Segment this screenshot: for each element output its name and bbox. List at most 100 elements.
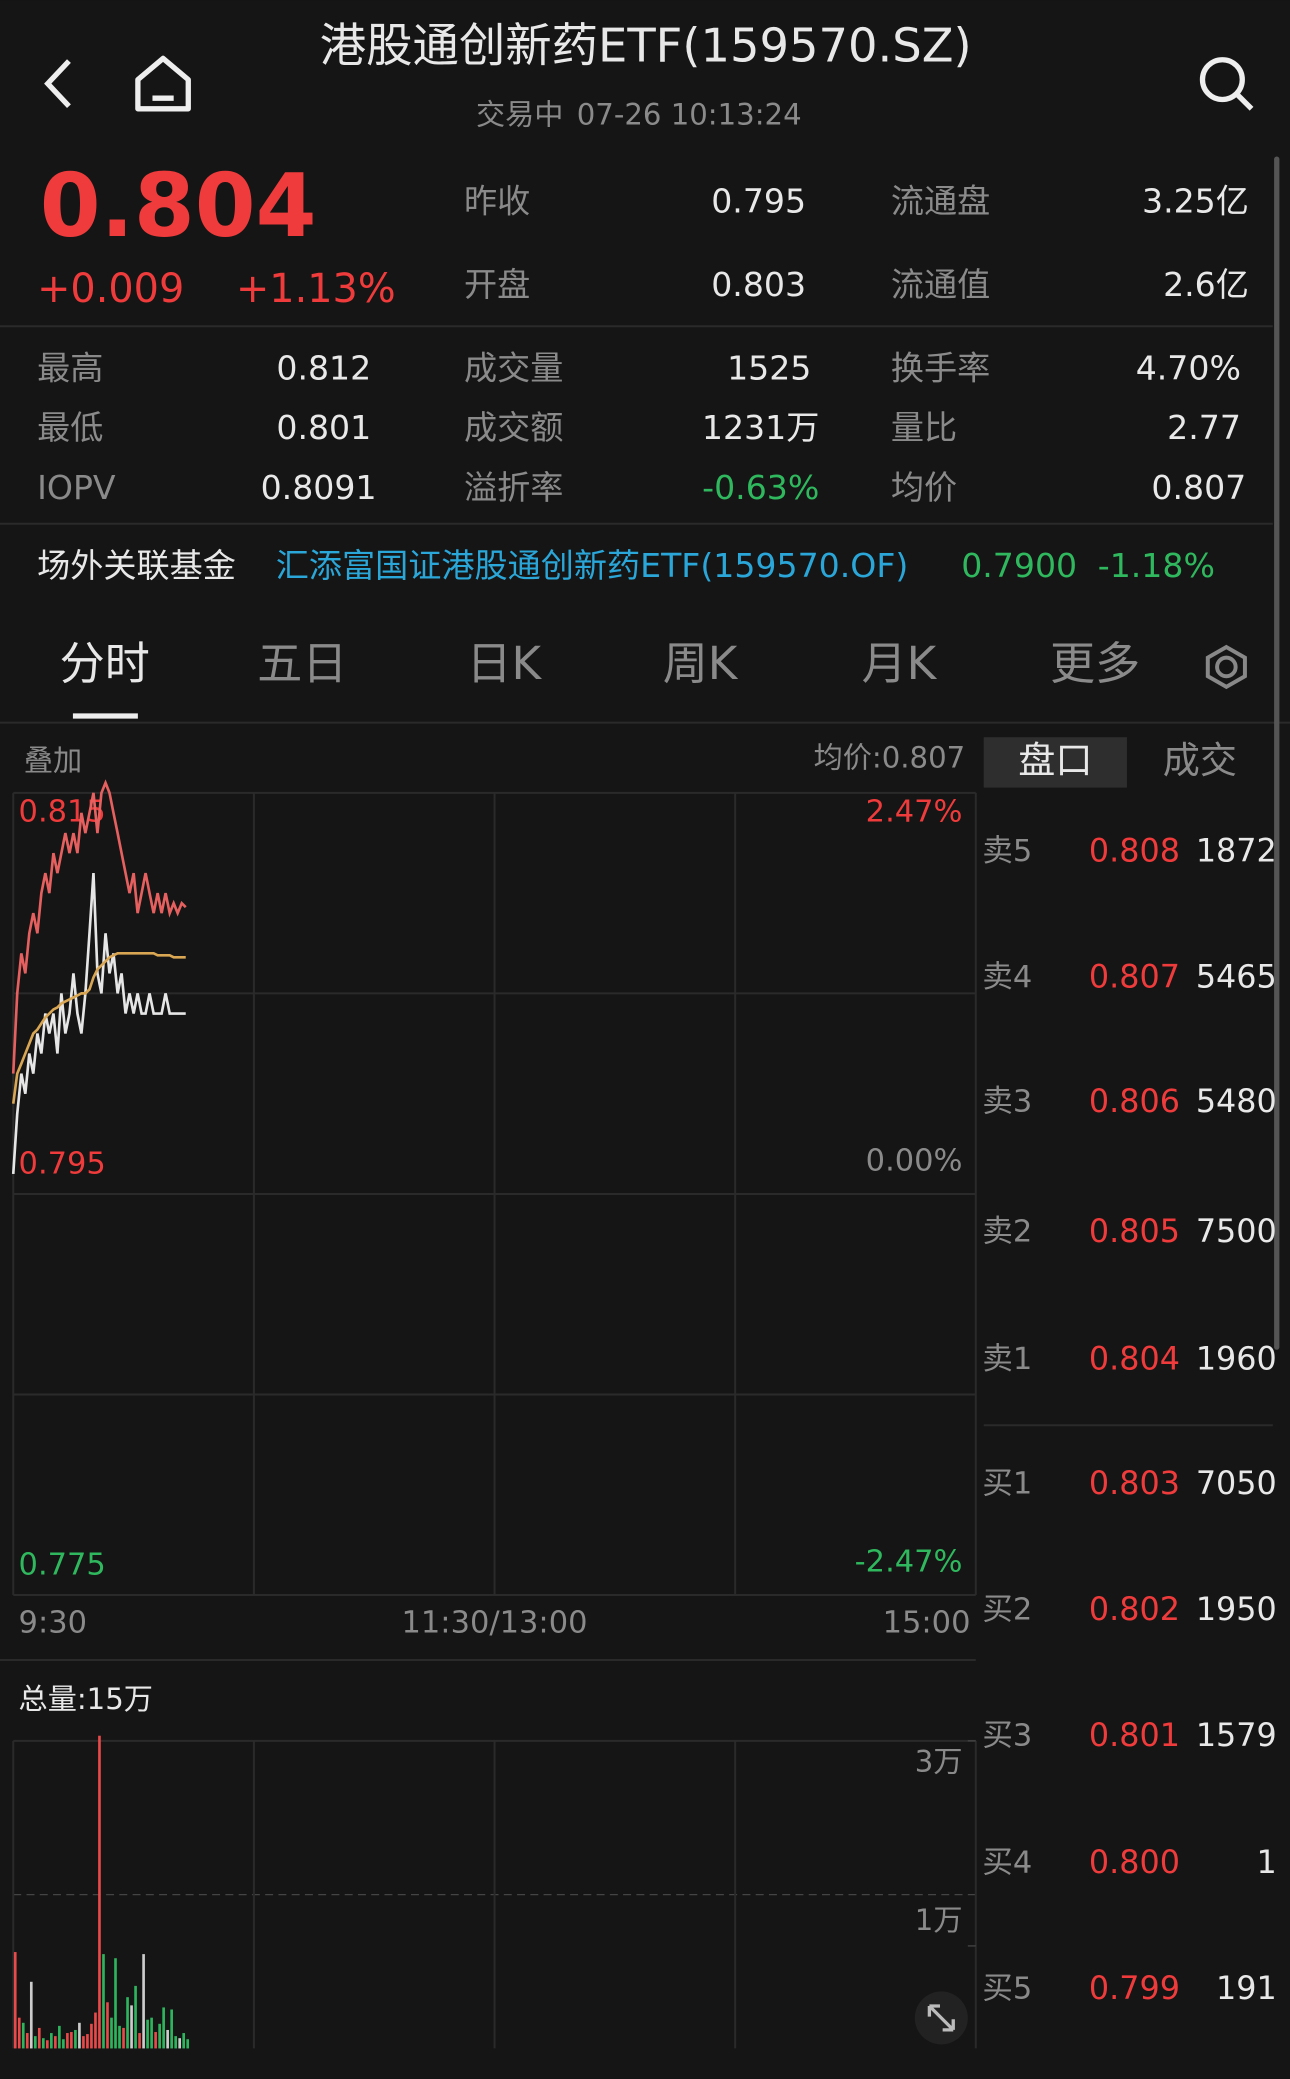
order-tab[interactable]: 成交: [1163, 739, 1237, 782]
tab-bg: [983, 737, 1127, 788]
stat-label: 开盘: [464, 265, 530, 304]
stat-value: -0.63%: [702, 468, 819, 507]
level-qty: 5465: [1196, 958, 1277, 996]
fund-label: 场外关联基金: [37, 546, 236, 585]
x-tick-label: 15:00: [883, 1606, 971, 1641]
stat-label: 溢折率: [464, 468, 563, 507]
expand-icon: [927, 2004, 955, 2032]
change-pct: +1.13%: [236, 266, 396, 312]
order-tab[interactable]: 盘口: [1018, 739, 1092, 782]
price-line: [11, 951, 186, 1104]
overlay-button[interactable]: 叠加: [24, 743, 82, 777]
stat-label: 最低: [37, 408, 103, 447]
level-qty: 1: [1257, 1843, 1277, 1881]
volume-bar: [174, 2036, 177, 2049]
stat-label: 换手率: [891, 348, 990, 387]
settings-button[interactable]: [1215, 655, 1238, 679]
datetime: 07-26 10:13:24: [577, 98, 802, 132]
volume-bar: [29, 1981, 33, 2049]
level-price: 0.806: [1089, 1082, 1180, 1120]
volume-bar: [114, 1958, 117, 2049]
scrollbar: [1274, 156, 1280, 1350]
level-qty: 1872: [1196, 832, 1277, 870]
level-qty: 1579: [1196, 1716, 1277, 1754]
home-button[interactable]: [135, 55, 191, 112]
volume-bar: [90, 2023, 93, 2049]
settings-icon: [1205, 644, 1247, 690]
level-label: 卖3: [982, 1085, 1032, 1120]
volume-bar: [58, 2025, 61, 2049]
y2-tick-label: 0.00%: [866, 1144, 963, 1179]
stat-label: 成交额: [464, 408, 563, 447]
level-price: 0.807: [1089, 958, 1180, 996]
volume-bar: [154, 2032, 157, 2049]
stat-value: 0.801: [276, 408, 371, 447]
volume-bar: [62, 2039, 65, 2049]
y2-tick-label: -2.47%: [855, 1545, 963, 1580]
level-qty: 5480: [1196, 1082, 1277, 1120]
volume-bar: [37, 2027, 41, 2049]
volume-bar: [118, 2025, 121, 2049]
stat-label: 量比: [891, 408, 957, 447]
volume-bar: [50, 2033, 53, 2049]
fund-nav: 0.7900: [961, 546, 1077, 585]
volume-bar: [166, 2029, 169, 2049]
volume-bar: [170, 2009, 173, 2049]
fund-name[interactable]: 汇添富国证港股通创新药ETF(159570.OF): [276, 546, 909, 585]
stat-value: 0.807: [1151, 468, 1246, 507]
volume-bar: [74, 2029, 77, 2049]
level-label: 卖2: [982, 1215, 1032, 1250]
total-volume: 总量:15万: [19, 1682, 153, 1716]
tab[interactable]: 周K: [663, 637, 739, 690]
stat-value: 3.25亿: [1142, 181, 1249, 220]
level-label: 卖5: [982, 834, 1032, 869]
y-tick-label: 0.795: [19, 1146, 106, 1181]
search-button[interactable]: [1199, 57, 1245, 103]
level-price: 0.799: [1089, 1969, 1180, 2007]
volume-bar: [70, 2032, 73, 2049]
level-qty: 1960: [1196, 1339, 1277, 1377]
volume-bar: [46, 2040, 49, 2049]
volume-bar: [13, 1952, 17, 2049]
level-price: 0.805: [1089, 1212, 1180, 1250]
stat-value: 0.812: [276, 348, 371, 387]
y2-tick-label: 2.47%: [866, 794, 963, 829]
volume-bar: [102, 1954, 105, 2049]
volume-bar: [110, 2017, 113, 2049]
change: +0.009: [37, 266, 184, 312]
volume-bar: [146, 2019, 149, 2049]
level-label: 买4: [982, 1846, 1032, 1881]
volume-bar: [162, 2007, 165, 2049]
volume-bar: [126, 1997, 129, 2049]
volume-bar: [78, 2022, 81, 2049]
level-price: 0.802: [1089, 1590, 1180, 1628]
avg-price: 均价:0.807: [814, 741, 966, 775]
stat-value: 4.70%: [1136, 348, 1241, 387]
tab[interactable]: 日K: [466, 637, 542, 690]
stat-label: IOPV: [37, 468, 116, 507]
tab[interactable]: 月K: [862, 637, 938, 690]
volume-bar: [142, 1954, 145, 2049]
stat-label: 流通值: [891, 265, 990, 304]
volume-bar: [86, 2034, 89, 2049]
volume-bar: [33, 2036, 37, 2049]
level-label: 卖4: [982, 960, 1032, 995]
tab[interactable]: 分时: [60, 637, 150, 690]
back-button[interactable]: [44, 59, 71, 108]
level-price: 0.808: [1089, 832, 1180, 870]
level-qty: 191: [1216, 1969, 1277, 2007]
level-label: 买3: [982, 1718, 1032, 1753]
tab[interactable]: 五日: [257, 637, 347, 690]
price: 0.804: [40, 155, 317, 257]
stat-label: 昨收: [464, 181, 530, 220]
volume-bar: [66, 2033, 69, 2049]
level-label: 卖1: [982, 1342, 1032, 1377]
x-tick-label: 9:30: [19, 1606, 87, 1641]
stat-label: 成交量: [464, 348, 563, 387]
stat-label: 最高: [37, 348, 103, 387]
tab[interactable]: 更多: [1050, 637, 1140, 690]
title: 港股通创新药ETF(159570.SZ): [320, 19, 972, 73]
x-tick-label: 11:30/13:00: [402, 1606, 588, 1641]
volume-bar: [182, 2033, 186, 2049]
